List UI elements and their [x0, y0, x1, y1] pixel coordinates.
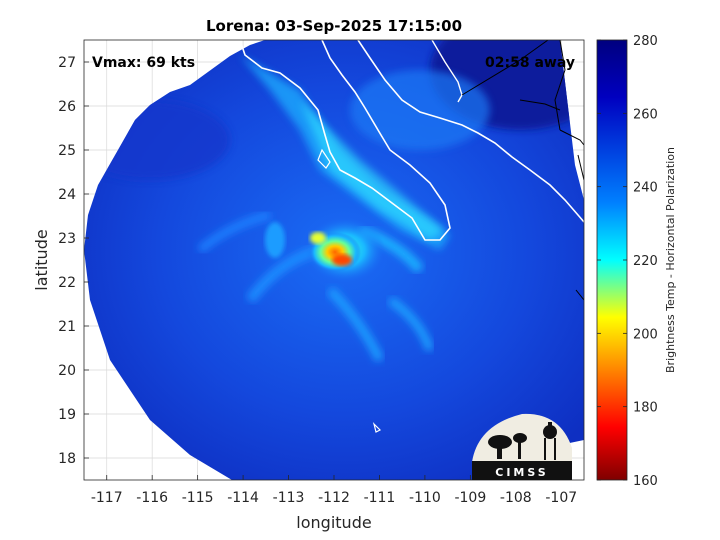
- y-tick-label: 24: [58, 187, 76, 203]
- colorbar-tick-label: 260: [633, 107, 658, 122]
- y-tick-label: 19: [58, 407, 76, 423]
- y-tick-label: 21: [58, 319, 76, 335]
- y-tick-label: 26: [58, 99, 76, 115]
- colorbar-tick-label: 200: [633, 327, 658, 342]
- x-tick-label: -110: [409, 490, 441, 506]
- map-title: Lorena: 03-Sep-2025 17:15:00: [206, 17, 462, 35]
- y-tick-label: 20: [58, 363, 76, 379]
- colorbar-tick-label: 160: [633, 474, 658, 489]
- y-axis: 18 19 20 21 22 23 24 25 26 27: [58, 55, 89, 467]
- x-axis: -117 -116 -115 -114 -113 -112 -111 -110 -109 -108…: [91, 475, 577, 506]
- logo-text: CIMSS: [495, 466, 548, 479]
- colorbar-tick-label: 240: [633, 181, 658, 196]
- coastlines: [239, 40, 584, 433]
- x-tick-label: -113: [273, 490, 305, 506]
- x-tick-label: -114: [227, 490, 259, 506]
- colorbar-tick-label: 180: [633, 401, 658, 416]
- swath-image: [84, 40, 584, 480]
- x-tick-label: -115: [182, 490, 214, 506]
- x-tick-label: -111: [364, 490, 396, 506]
- y-tick-label: 22: [58, 275, 76, 291]
- colorbar-label: Brightness Temp - Horizontal Polarizatio…: [664, 147, 677, 373]
- y-tick-label: 18: [58, 451, 76, 467]
- y-axis-label: latitude: [32, 229, 51, 290]
- x-tick-label: -116: [136, 490, 168, 506]
- colorbar-tick-label: 280: [633, 34, 658, 49]
- x-axis-label: longitude: [296, 513, 371, 532]
- vmax-label: Vmax: 69 kts: [92, 55, 195, 71]
- x-tick-label: -117: [91, 490, 123, 506]
- y-tick-label: 23: [58, 231, 76, 247]
- x-tick-label: -112: [318, 490, 350, 506]
- x-tick-label: -108: [500, 490, 532, 506]
- x-tick-label: -107: [545, 490, 577, 506]
- colorbar-tick-label: 220: [633, 254, 658, 269]
- time-away-label: 02:58 away: [485, 55, 575, 71]
- y-tick-label: 25: [58, 143, 76, 159]
- y-tick-label: 27: [58, 55, 76, 71]
- x-tick-label: -109: [454, 490, 486, 506]
- colorbar-ticks: 160 180 200 220 240 260 280: [597, 34, 658, 489]
- colorbar: [596, 39, 628, 481]
- cimss-logo: CIMSS: [472, 413, 572, 480]
